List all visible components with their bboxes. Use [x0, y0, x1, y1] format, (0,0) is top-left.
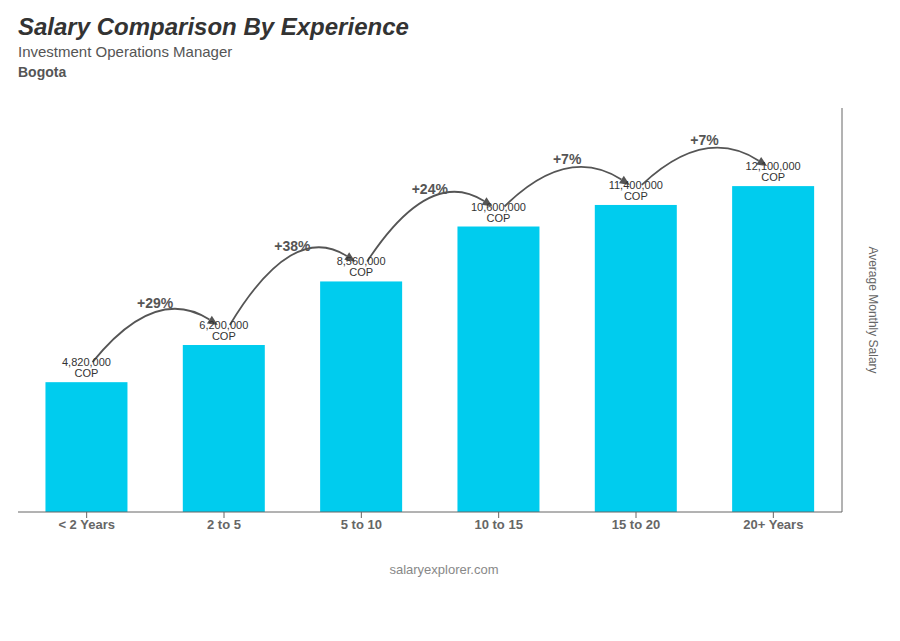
- svg-text:6,200,000COP: 6,200,000COP: [199, 319, 248, 342]
- svg-text:10 to 15: 10 to 15: [474, 517, 522, 532]
- svg-text:8,560,000COP: 8,560,000COP: [337, 255, 386, 278]
- svg-text:12,100,000COP: 12,100,000COP: [746, 160, 801, 183]
- svg-text:+38%: +38%: [274, 238, 311, 254]
- svg-text:5 to 10: 5 to 10: [341, 517, 382, 532]
- svg-text:+29%: +29%: [137, 295, 174, 311]
- html-text:Bogota: Bogota: [18, 64, 67, 80]
- html-text:salaryexplorer.com: salaryexplorer.com: [389, 562, 499, 577]
- svg-text:+24%: +24%: [412, 181, 449, 197]
- html-text:Salary Comparison By Experienc: Salary Comparison By Experience: [18, 13, 409, 40]
- svg-text:11,400,000COP: 11,400,000COP: [609, 179, 663, 202]
- svg-text:20+ Years: 20+ Years: [743, 517, 803, 532]
- svg-text:10,600,000COP: 10,600,000COP: [471, 201, 526, 224]
- svg-text:4,820,000COP: 4,820,000COP: [62, 356, 111, 379]
- svg-text:15 to 20: 15 to 20: [612, 517, 660, 532]
- svg-text:< 2 Years: < 2 Years: [58, 517, 115, 532]
- html-text:Investment Operations Manager: Investment Operations Manager: [18, 43, 233, 60]
- svg-text:+7%: +7%: [553, 151, 582, 167]
- svg-text:Average Monthly Salary: Average Monthly Salary: [866, 246, 880, 373]
- svg-text:2 to 5: 2 to 5: [207, 517, 241, 532]
- svg-text:+7%: +7%: [690, 132, 719, 148]
